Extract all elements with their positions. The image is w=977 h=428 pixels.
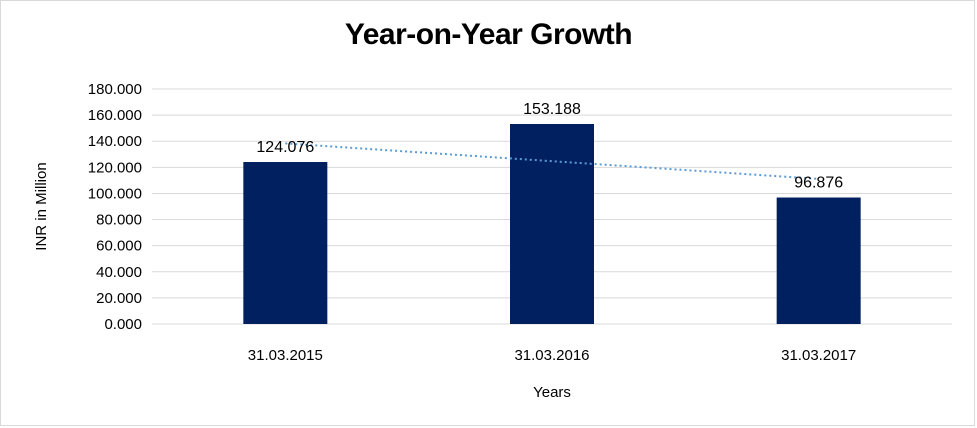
y-tick-label: 100.000 [88, 185, 142, 202]
chart-title: Year-on-Year Growth [344, 18, 633, 51]
x-tick-label: 31.03.2015 [248, 347, 323, 364]
data-label: 96.876 [794, 175, 843, 192]
data-labels: 124.076 153.188 96.876 [256, 101, 843, 192]
data-label: 153.188 [523, 101, 581, 118]
y-tick-label: 140.000 [88, 133, 142, 150]
bar [776, 197, 861, 324]
bar [243, 162, 328, 324]
y-tick-label: 80.000 [96, 212, 142, 229]
y-tick-label: 0.000 [104, 316, 142, 333]
y-tick-label: 60.000 [96, 238, 142, 255]
y-tick-label: 120.000 [88, 159, 142, 176]
bar [510, 124, 594, 325]
y-axis-label: INR in Million [33, 162, 50, 250]
trendline-group [285, 142, 819, 180]
y-tick-label: 160.000 [88, 107, 142, 124]
x-tick-labels: 31.03.2015 31.03.2016 31.03.2017 [248, 347, 856, 364]
y-tick-label: 40.000 [96, 264, 142, 281]
x-tick-label: 31.03.2016 [514, 347, 589, 364]
y-tick-labels: 0.000 20.000 40.000 60.000 80.000 100.000 120.… [88, 81, 142, 333]
bars [243, 124, 861, 325]
x-tick-label: 31.03.2017 [781, 347, 856, 364]
data-label: 124.076 [256, 139, 314, 156]
y-tick-label: 20.000 [96, 290, 142, 307]
x-axis-label: Years [533, 384, 571, 401]
trendline [285, 142, 819, 180]
y-tick-label: 180.000 [88, 81, 142, 98]
